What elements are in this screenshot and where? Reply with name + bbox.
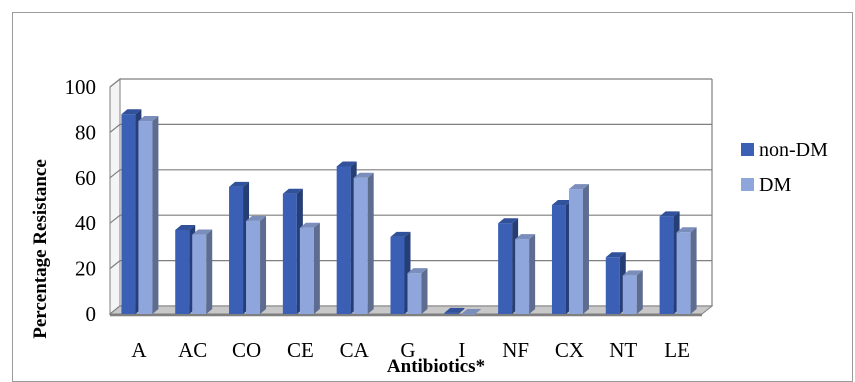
legend-label-dm: DM <box>759 174 791 196</box>
bar-dm-ac <box>192 229 213 314</box>
x-axis-ticks: A AC CO CE CA G I NF CX NT LE <box>131 338 690 362</box>
gridline <box>109 78 712 88</box>
x-tick-label-ce: CE <box>287 338 314 362</box>
legend-swatch-non-dm <box>741 143 754 156</box>
bar-dm-i <box>461 309 482 315</box>
bar-dm-ce <box>299 222 320 314</box>
gridline <box>109 123 712 133</box>
legend-swatch-dm <box>741 178 754 191</box>
bar-dm-le <box>676 227 697 314</box>
y-tick-label: 80 <box>75 120 96 144</box>
x-tick-label-cx: CX <box>555 338 584 362</box>
y-tick-label: 20 <box>75 257 96 281</box>
y-tick-label: 0 <box>86 302 97 326</box>
bar-dm-a <box>138 116 159 314</box>
y-tick-label: 100 <box>65 75 97 99</box>
y-tick-label: 60 <box>75 166 96 190</box>
x-tick-label-i: I <box>458 338 465 362</box>
x-tick-label-a: A <box>131 338 147 362</box>
y-axis-ticks: 0 20 40 60 80 100 <box>65 75 97 326</box>
y-axis-title: Percentage Resistance <box>30 159 51 339</box>
x-tick-label-ca: CA <box>340 338 370 362</box>
x-axis-title: Antibiotics* <box>387 356 485 375</box>
legend-label-non-dm: non-DM <box>759 139 828 161</box>
bar-dm-ca <box>353 172 374 314</box>
x-tick-label-ac: AC <box>178 338 207 362</box>
x-tick-label-le: LE <box>664 338 690 362</box>
bar-non-dm-i <box>444 307 465 314</box>
bar-dm-co <box>246 215 267 314</box>
y-tick-label: 40 <box>75 211 96 235</box>
bar-dm-cx <box>568 184 589 314</box>
bar-dm-nf <box>515 234 536 314</box>
legend: non-DM DM <box>741 139 828 196</box>
x-tick-label-co: CO <box>232 338 261 362</box>
x-tick-label-nf: NF <box>502 338 529 362</box>
gridline <box>109 169 712 179</box>
x-tick-label-nt: NT <box>609 338 637 362</box>
x-tick-label-g: G <box>400 338 415 362</box>
bar-dm-g <box>407 268 428 314</box>
bars <box>121 109 697 315</box>
bar-dm-nt <box>622 270 643 314</box>
gridline <box>109 214 712 224</box>
